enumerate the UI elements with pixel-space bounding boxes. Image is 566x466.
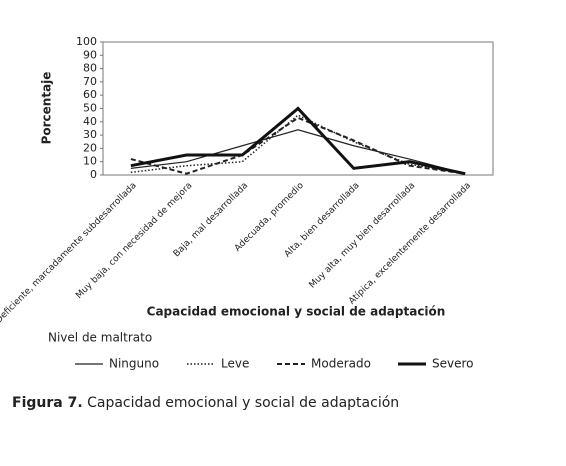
x-axis-label: Capacidad emocional y social de adaptaci… (147, 305, 446, 319)
x-tick-label: Muy alta, muy bien desarrollada (308, 181, 418, 291)
caption: Figura 7. Capacidad emocional y social d… (12, 395, 399, 411)
y-tick-label: 20 (83, 141, 97, 154)
series-line (130, 114, 466, 175)
series-line (130, 129, 466, 175)
caption-label: Figura 7. (12, 395, 83, 411)
y-tick-label: 40 (83, 115, 97, 128)
y-axis-label: Porcentaje (40, 72, 54, 145)
y-tick-label: 0 (90, 168, 97, 181)
legend-label: Severo (432, 357, 474, 371)
y-tick-label: 50 (83, 102, 97, 115)
y-tick-label: 10 (83, 155, 97, 168)
y-tick-label: 30 (83, 128, 97, 141)
legend-label: Moderado (311, 357, 371, 371)
series-line (130, 106, 466, 176)
legend-label: Ninguno (109, 357, 159, 371)
caption-text: Capacidad emocional y social de adaptaci… (87, 395, 399, 411)
x-tick-label: Muy baja, con necesidad de mejora (74, 181, 194, 301)
y-tick-label: 60 (83, 88, 97, 101)
y-tick-label: 100 (76, 35, 97, 48)
y-tick-label: 90 (83, 48, 97, 61)
series-line (130, 116, 466, 175)
legend-label: Leve (221, 357, 249, 371)
x-tick-label: Atípica, excelentemente desarrollada (347, 181, 473, 307)
y-tick-label: 70 (83, 75, 97, 88)
legend-title: Nivel de maltrato (48, 331, 152, 345)
y-tick-label: 80 (83, 62, 97, 75)
